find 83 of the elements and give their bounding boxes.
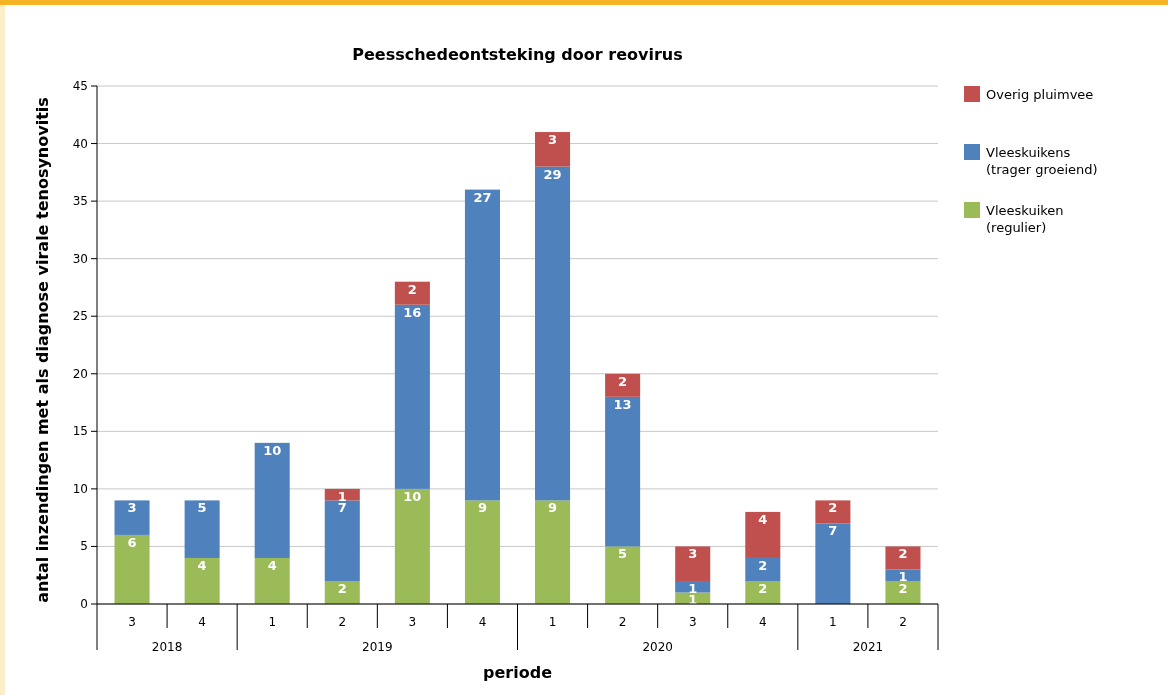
x-tick-label: 2 bbox=[618, 615, 627, 629]
bar bbox=[114, 534, 150, 604]
data-label: 5 bbox=[197, 500, 207, 516]
data-label: 16 bbox=[403, 304, 422, 320]
x-tick-label: 1 bbox=[829, 615, 837, 629]
text: 2020 bbox=[642, 640, 673, 654]
bar bbox=[535, 132, 571, 167]
data-label: 3 bbox=[127, 500, 137, 516]
data-label: 4 bbox=[197, 557, 207, 573]
data-label: 2 bbox=[337, 580, 347, 596]
data-label: 27 bbox=[473, 189, 492, 205]
bar bbox=[815, 500, 851, 524]
y-tick-label: 40 bbox=[72, 136, 88, 151]
x-axis-title: periode bbox=[483, 663, 553, 682]
x-tick-label: 1 bbox=[548, 615, 557, 629]
x-tick-label: 2 bbox=[338, 615, 347, 629]
bar bbox=[184, 500, 220, 558]
x-tick-label: 4 bbox=[758, 615, 767, 629]
bar bbox=[605, 396, 641, 547]
data-label: 3 bbox=[688, 546, 698, 562]
bar bbox=[464, 189, 500, 501]
bar bbox=[324, 500, 360, 581]
x-tick-label: 3 bbox=[688, 615, 697, 629]
x-tick-label: 2 bbox=[899, 615, 907, 629]
data-label: 2 bbox=[758, 557, 768, 573]
bar bbox=[605, 546, 641, 604]
data-label: 9 bbox=[548, 500, 558, 516]
legend-label: Overig pluimvee bbox=[986, 87, 1094, 102]
data-label: 13 bbox=[613, 396, 632, 412]
bar bbox=[605, 373, 641, 397]
bar bbox=[745, 557, 781, 581]
bar bbox=[535, 166, 571, 501]
y-tick-label: 15 bbox=[72, 424, 88, 439]
legend-label: Vleeskuikens (trager groeiend) bbox=[986, 145, 1098, 177]
data-label: 9 bbox=[477, 500, 487, 516]
y-axis-title: antal inzendingen met als diagnose virale tenosynovitis bbox=[33, 97, 52, 603]
data-label: 3 bbox=[548, 132, 558, 148]
y-tick-label: 30 bbox=[72, 251, 88, 266]
bar bbox=[745, 511, 781, 558]
bar bbox=[254, 442, 290, 558]
x-tick-label: 3 bbox=[408, 615, 417, 629]
bar bbox=[815, 523, 851, 604]
bar bbox=[675, 546, 711, 581]
y-tick-label: 0 bbox=[80, 597, 88, 611]
data-label: 2 bbox=[898, 546, 908, 562]
y-tick-label: 25 bbox=[72, 309, 88, 324]
bar bbox=[184, 557, 220, 604]
bar bbox=[464, 500, 500, 604]
bar bbox=[885, 546, 921, 570]
bar bbox=[394, 488, 430, 604]
x-tick-label: 4 bbox=[198, 615, 206, 629]
data-label: 10 bbox=[263, 442, 282, 458]
y-tick-label: 20 bbox=[72, 366, 88, 381]
data-label: 1 bbox=[688, 580, 698, 596]
chart-title: Peesschedeontsteking door reovirus bbox=[352, 45, 683, 64]
data-label: 7 bbox=[828, 523, 838, 539]
data-label: 2 bbox=[407, 281, 417, 297]
x-tick-label: 1 bbox=[268, 615, 277, 629]
text: 2021 bbox=[852, 640, 884, 654]
legend-label: Vleeskuiken (regulier) bbox=[986, 203, 1064, 235]
data-label: 5 bbox=[618, 546, 628, 562]
x-tick-label: 4 bbox=[478, 615, 487, 629]
bar bbox=[254, 557, 290, 604]
y-tick-label: 5 bbox=[80, 539, 88, 554]
bar bbox=[885, 569, 921, 581]
data-label: 2 bbox=[758, 580, 768, 596]
y-tick-label: 35 bbox=[72, 194, 88, 209]
bar bbox=[394, 281, 430, 305]
data-label: 2 bbox=[828, 500, 838, 516]
data-label: 4 bbox=[267, 557, 277, 573]
bar bbox=[114, 500, 150, 535]
y-tick-label: 10 bbox=[72, 481, 88, 496]
y-tick-label: 45 bbox=[72, 79, 88, 93]
data-label: 29 bbox=[543, 166, 562, 182]
bar bbox=[535, 500, 571, 604]
text: 2018 bbox=[151, 640, 183, 654]
x-tick-label: 3 bbox=[128, 615, 136, 629]
data-label: 2 bbox=[618, 373, 628, 389]
data-label: 6 bbox=[127, 534, 137, 550]
data-label: 4 bbox=[758, 511, 768, 527]
text: 2019 bbox=[362, 640, 393, 654]
data-label: 10 bbox=[403, 488, 422, 504]
bar bbox=[394, 304, 430, 489]
